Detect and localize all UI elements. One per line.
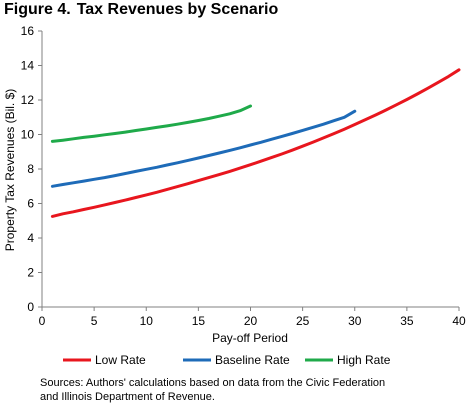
y-tick-label: 8 [27,162,34,176]
chart-axes [38,30,460,311]
series-line-low-rate [50,68,461,218]
figure-title-text: Tax Revenues by Scenario [76,1,279,18]
x-tick-label: 20 [244,314,258,328]
series-line-baseline-rate [50,109,357,188]
figure-number: Figure 4. [4,1,71,18]
y-tick-label: 2 [27,266,34,280]
y-tick-label: 10 [21,128,35,142]
series-line-high-rate [50,104,252,143]
y-tick-label: 16 [21,24,35,38]
chart-series [50,68,461,218]
x-tick-label: 10 [140,314,154,328]
chart-legend: Low Rate Baseline Rate High Rate [63,353,391,367]
x-tick-label: 5 [91,314,98,328]
source-line-1: Sources: Authors' calculations based on … [40,377,386,389]
y-tick-label: 12 [21,93,35,107]
x-axis-label: Pay-off Period [212,331,288,345]
y-tick-label: 0 [27,300,34,314]
y-tick-label: 6 [27,197,34,211]
x-tick-label: 40 [452,314,466,328]
legend-label-low-rate: Low Rate [95,353,146,367]
x-tick-label: 35 [400,314,414,328]
y-axis-label: Property Tax Revenues (Bil. $) [3,89,17,252]
legend-label-baseline-rate: Baseline Rate [215,353,290,367]
y-tick-label: 14 [21,59,35,73]
source-line-2: and Illinois Department of Revenue. [40,391,215,403]
x-tick-label: 15 [192,314,206,328]
x-tick-label: 25 [296,314,310,328]
figure-title: Figure 4. Tax Revenues by Scenario [4,1,278,19]
chart-tick-labels: 0 2 4 6 8 10 12 14 16 0 5 10 15 20 25 30 35 40 [21,24,466,328]
y-tick-label: 4 [27,231,34,245]
legend-label-high-rate: High Rate [337,353,391,367]
x-tick-label: 30 [348,314,362,328]
source-note: Sources: Authors' calculations based on … [40,376,460,404]
x-tick-label: 0 [39,314,46,328]
